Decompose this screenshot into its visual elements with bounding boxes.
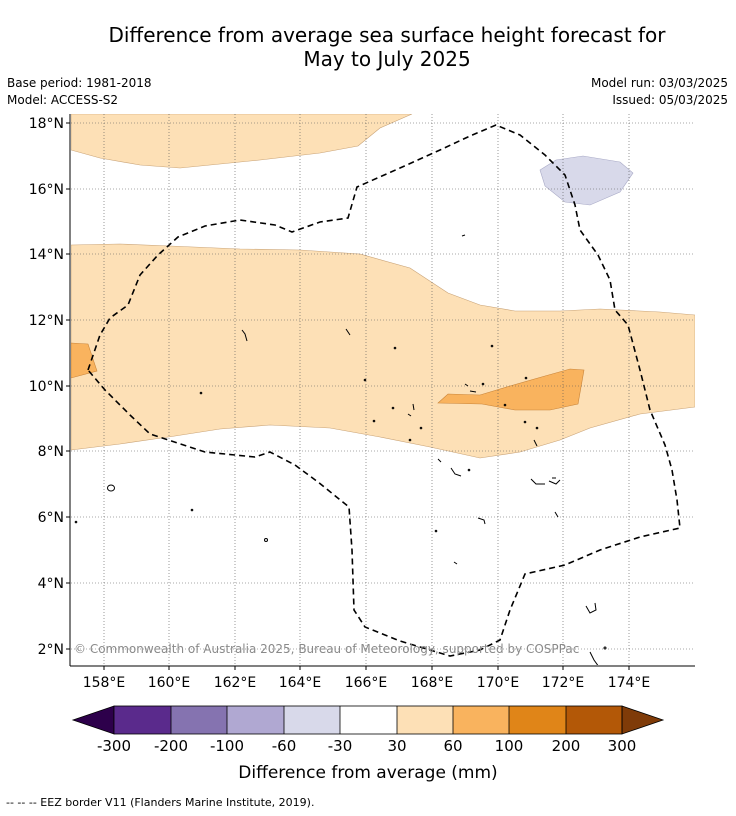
colorbar-segment [171,706,227,734]
colorbar: -300 -200 -100 -60 -30 30 60 100 200 300… [71,705,665,783]
lon-label: 164°E [279,675,322,691]
colorbar-tick-label: 60 [443,737,462,755]
map-area: © Commonwealth of Australia 2025, Bureau… [71,114,695,665]
lat-label: 8°N [38,444,64,460]
lat-label: 14°N [29,247,64,263]
colorbar-tick-label: 100 [495,737,524,755]
colorbar-tick-label: -100 [210,737,244,755]
colorbar-under-arrow [71,705,115,735]
colorbar-tick-label: 200 [552,737,581,755]
issued-date-text: Issued: 05/03/2025 [612,93,728,107]
anomaly-region-60-100 [437,368,585,411]
model-text: Model: ACCESS-S2 [7,93,119,107]
lon-labels: 158°E 160°E 162°E 164°E 166°E 168°E 170°… [83,675,651,691]
base-period-text: Base period: 1981-2018 [7,76,152,90]
map-frame [69,114,695,667]
colorbar-tick-label: -30 [328,737,353,755]
colorbar-label: Difference from average (mm) [238,763,497,783]
anomaly-region-30-60 [71,114,413,169]
colorbar-tick-label: 300 [608,737,637,755]
lat-label: 6°N [38,510,64,526]
colorbar-tick-label: 30 [387,737,406,755]
colorbar-segment [284,706,340,734]
colorbar-segment [566,706,622,734]
lat-label: 16°N [29,182,64,198]
colorbar-over-arrow [621,705,665,735]
lat-ticks [66,122,70,650]
eez-border [87,124,681,657]
colorbar-segment [453,706,509,734]
island-outlines [74,234,607,665]
colorbar-segment [227,706,284,734]
lon-label: 158°E [83,675,126,691]
colorbar-tick-label: -200 [154,737,188,755]
colorbar-segment [114,706,171,734]
map-title-line-2: May to July 2025 [303,47,471,71]
lon-label: 160°E [148,675,191,691]
map-gridlines [71,114,695,665]
map-title-line-1: Difference from average sea surface heig… [108,23,666,47]
lat-label: 18°N [29,116,64,132]
colorbar-segment [509,706,566,734]
lon-label: 168°E [411,675,454,691]
model-run-text: Model run: 03/03/2025 [590,76,728,90]
anomaly-region-60-100 [71,342,98,379]
colorbar-tick-label: -300 [97,737,131,755]
lon-label: 172°E [542,675,585,691]
anomaly-region-30-60 [71,243,695,459]
anomaly-region-negative [539,155,634,206]
copyright-text: © Commonwealth of Australia 2025, Bureau… [74,642,579,656]
lat-label: 10°N [29,379,64,395]
lon-label: 174°E [608,675,651,691]
colorbar-segment [340,706,397,734]
lon-label: 170°E [477,675,520,691]
lat-label: 12°N [29,313,64,329]
lat-labels: 18°N 16°N 14°N 12°N 10°N 8°N 6°N 4°N 2°N [29,116,64,658]
lat-label: 2°N [38,642,64,658]
lat-label: 4°N [38,576,64,592]
colorbar-segment [397,706,453,734]
eez-border-legend: -- -- -- EEZ border V11 (Flanders Marine… [6,796,315,809]
lon-label: 166°E [345,675,388,691]
lon-label: 162°E [214,675,257,691]
lon-ticks [103,666,630,670]
colorbar-tick-label: -60 [272,737,297,755]
